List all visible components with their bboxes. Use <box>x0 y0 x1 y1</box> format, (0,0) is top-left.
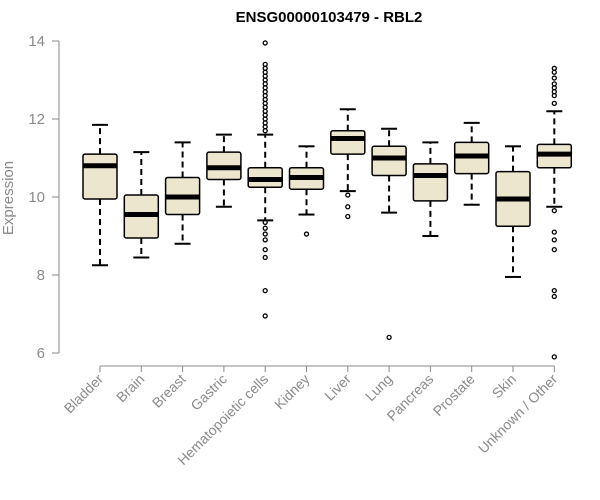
box-iqr <box>330 129 366 155</box>
y-axis: 6 8 10 12 14 <box>28 33 60 362</box>
y-tick-label: 12 <box>28 111 45 128</box>
y-axis-label: Expression <box>0 161 17 235</box>
x-tick-label: Kidney <box>271 371 313 413</box>
box-unknown-other <box>536 65 573 360</box>
outlier-point <box>262 219 268 226</box>
box-kidney <box>288 145 325 237</box>
outlier-point <box>551 293 557 300</box>
box-iqr <box>82 153 118 200</box>
y-tick-label: 6 <box>37 345 45 362</box>
outlier-point <box>262 237 268 243</box>
box-hematopoietic-cells <box>247 40 283 319</box>
x-tick-label: Skin <box>489 371 520 402</box>
outlier-point <box>551 229 557 235</box>
y-tick-label: 8 <box>37 267 45 284</box>
box-gastric <box>206 133 242 208</box>
boxes-layer <box>82 40 573 360</box>
chart-title: ENSG00000103479 - RBL2 <box>236 9 423 26</box>
y-tick-label: 10 <box>28 189 45 206</box>
x-tick-label: Brain <box>113 371 147 405</box>
outlier-point <box>551 246 557 253</box>
outlier-point <box>345 192 351 198</box>
box-pancreas <box>412 141 449 237</box>
outlier-point <box>262 40 268 46</box>
x-tick-label: Breast <box>149 371 189 411</box>
outlier-point <box>262 246 268 253</box>
outlier-point <box>551 287 557 294</box>
outlier-point <box>262 225 268 231</box>
outlier-point <box>551 92 557 99</box>
box-bladder <box>82 123 118 267</box>
outlier-point <box>262 287 268 294</box>
box-breast <box>164 141 201 245</box>
outlier-point <box>262 254 268 261</box>
box-prostate <box>453 121 490 206</box>
outlier-point <box>345 204 351 210</box>
box-lung <box>371 127 407 341</box>
outlier-point <box>551 75 557 81</box>
outlier-point <box>262 231 268 237</box>
box-iqr <box>412 163 449 202</box>
outlier-point <box>551 69 557 75</box>
outlier-point <box>345 213 351 220</box>
outlier-point <box>262 128 268 134</box>
outlier-point <box>386 334 392 341</box>
box-liver <box>330 108 366 220</box>
x-tick-label: Liver <box>321 371 354 404</box>
outlier-point <box>262 313 268 319</box>
outlier-point <box>551 100 557 107</box>
x-tick-label: Lung <box>362 371 395 404</box>
x-tick-label: Bladder <box>61 371 107 417</box>
box-iqr <box>371 145 407 177</box>
outlier-point <box>303 231 310 237</box>
x-tick-label: Prostate <box>430 371 478 419</box>
box-brain <box>123 151 160 259</box>
outlier-point <box>551 207 557 214</box>
outlier-point <box>551 237 557 243</box>
y-tick-label: 14 <box>28 33 45 50</box>
box-skin <box>495 145 531 278</box>
outlier-point <box>551 354 557 360</box>
